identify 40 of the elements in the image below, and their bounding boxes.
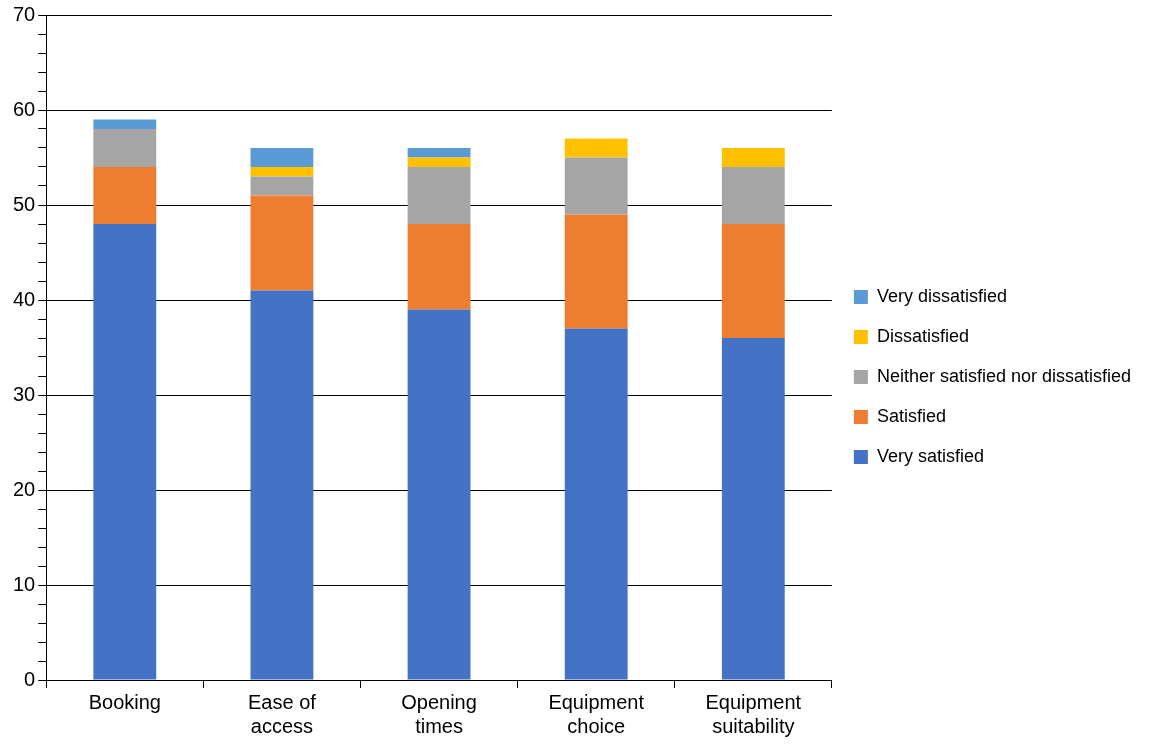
bar [564, 214, 628, 329]
legend-label: Satisfied [876, 405, 946, 426]
bar [721, 148, 785, 167]
x-tick-label: Ease of access [248, 690, 317, 737]
legend-label: Dissatisfied [876, 325, 969, 346]
y-tick-label: 30 [13, 382, 36, 405]
legend-label: Very satisfied [876, 445, 984, 466]
legend-label: Very dissatisfied [876, 285, 1007, 306]
bar [93, 119, 157, 129]
bar [564, 138, 628, 158]
y-tick-label: 20 [13, 477, 36, 500]
y-tick-label: 10 [13, 572, 36, 595]
bar [250, 148, 314, 167]
bar [407, 148, 471, 158]
bar [250, 176, 314, 196]
bar [564, 328, 628, 680]
y-tick-label: 40 [13, 287, 36, 310]
bar [93, 129, 157, 167]
bar [250, 167, 314, 177]
bar [407, 157, 471, 167]
x-tick-label: Equipment choice [548, 690, 645, 737]
bar [93, 224, 157, 680]
bar [250, 290, 314, 680]
y-tick-label: 0 [24, 667, 36, 690]
bar [564, 157, 628, 215]
bar [721, 167, 785, 224]
bar [93, 167, 157, 224]
bar [721, 224, 785, 338]
y-tick-label: 70 [13, 2, 36, 25]
x-tick-label: Equipment suitability [705, 690, 802, 737]
bar [407, 224, 471, 310]
bar [250, 195, 314, 291]
bar [721, 338, 785, 680]
bar [407, 309, 471, 680]
y-tick-label: 50 [13, 192, 36, 215]
legend-label: Neither satisfied nor dissatisfied [876, 365, 1132, 386]
bar [407, 167, 471, 224]
y-tick-label: 60 [13, 97, 36, 120]
x-tick-label: Opening times [401, 690, 477, 737]
x-tick-label: Booking [88, 690, 161, 713]
